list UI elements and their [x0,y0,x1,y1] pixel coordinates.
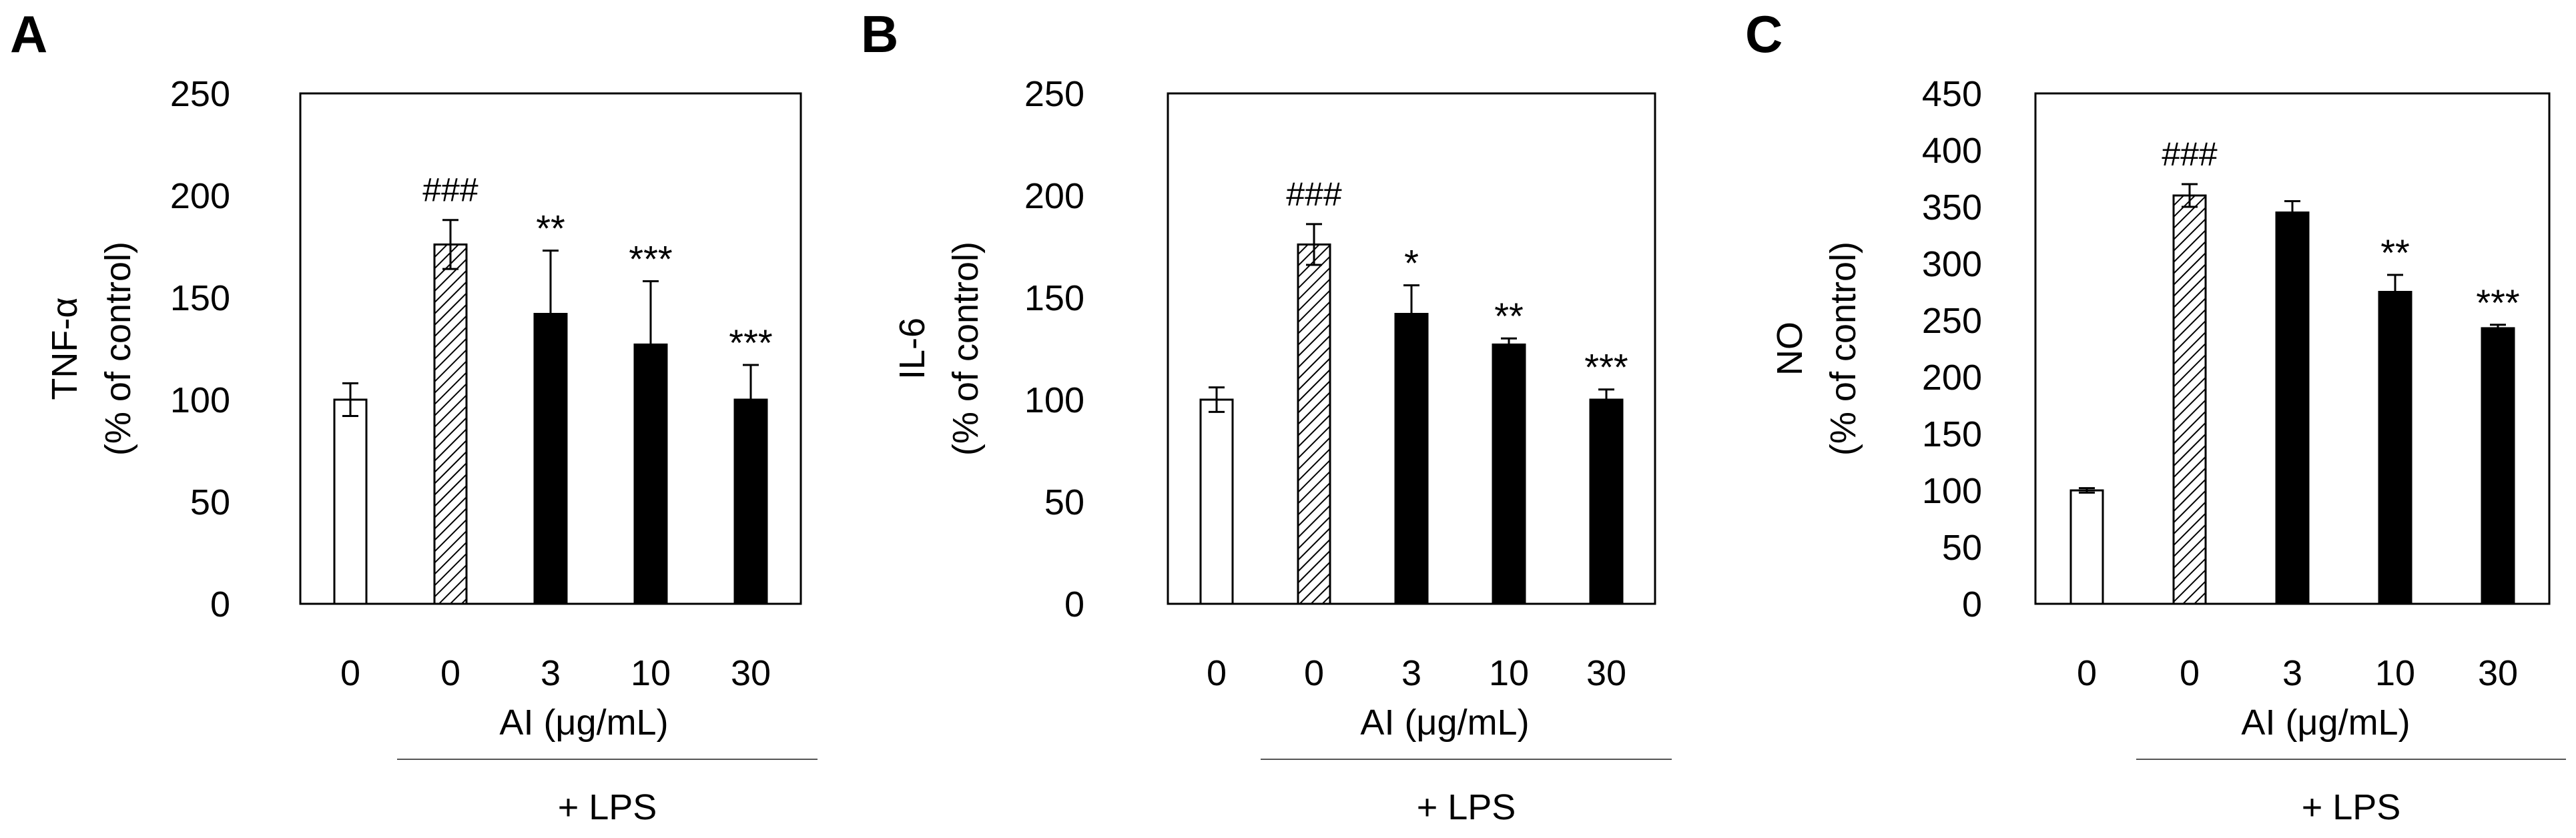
x-tick-label: 0 [1207,653,1227,693]
y-axis-label: IL-6 [892,318,932,380]
chart-panel-b: B 0 50 100 150 200 250 IL-6 (% of control) 0 ### 0 *… [861,5,1672,827]
x-tick-label: 3 [2282,653,2302,693]
x-tick-label: 30 [2478,653,2518,693]
significance-label: *** [729,322,772,364]
significance-label: ** [2380,232,2410,274]
bar [2069,489,2104,605]
y-tick-label: 150 [170,278,230,318]
y-tick-label: 50 [190,482,230,522]
bar [333,398,368,605]
significance-label: ### [1286,175,1342,213]
x-tick-label: 0 [340,653,360,693]
y-axis-label: TNF-α [45,297,85,400]
y-tick-label: 0 [210,584,230,624]
y-tick-label: 200 [170,176,230,216]
y-tick-label: 450 [1922,74,1982,114]
y-tick-label: 250 [170,74,230,114]
chart-panel-a: A 0 50 100 150 200 250 TNF-α (% of control) 0 ### 0… [10,5,818,827]
bar [1492,343,1526,605]
y-axis-label-unit: (% of control) [98,242,138,456]
y-tick-label: 300 [1922,244,1982,284]
y-tick-label: 100 [170,380,230,420]
x-tick-label: 3 [1401,653,1421,693]
significance-label: ** [536,207,565,250]
bar [433,243,468,605]
panel-label: C [1745,5,1783,63]
significance-label: * [1404,242,1419,284]
bar [2172,194,2207,605]
bar [2378,291,2412,605]
x-tick-label: 10 [2375,653,2415,693]
x-tick-label: 0 [2077,653,2097,693]
x-axis-label: AI (μg/mL) [2241,703,2410,743]
significance-label: *** [629,238,672,280]
lps-group-label: + LPS [558,787,657,827]
y-axis-label-unit: (% of control) [1823,242,1863,456]
y-tick-label: 200 [1024,176,1084,216]
y-tick-label: 250 [1024,74,1084,114]
y-tick-label: 0 [1064,584,1084,624]
y-tick-label: 50 [1044,482,1084,522]
panel-label: B [861,5,898,63]
x-tick-label: 0 [1304,653,1324,693]
bar [1394,312,1429,605]
x-tick-label: 0 [2180,653,2200,693]
lps-group-label: + LPS [2302,787,2401,827]
x-tick-label: 10 [631,653,671,693]
bar [2275,212,2310,605]
x-tick-label: 3 [541,653,561,693]
y-tick-label: 150 [1922,414,1982,454]
x-tick-label: 10 [1489,653,1529,693]
significance-label: ### [2162,135,2218,173]
significance-label: ### [422,171,478,209]
bar [2481,327,2515,605]
y-tick-label: 400 [1922,131,1982,171]
y-tick-label: 50 [1942,528,1982,568]
bar [1297,243,1331,605]
y-tick-label: 200 [1922,358,1982,398]
y-axis-label: NO [1770,322,1810,376]
x-tick-label: 0 [440,653,460,693]
significance-label: *** [2476,282,2519,324]
y-axis-label-unit: (% of control) [946,242,986,456]
y-tick-label: 150 [1024,278,1084,318]
significance-label: *** [1584,346,1628,388]
x-tick-label: 30 [1586,653,1626,693]
bar [1199,398,1234,605]
panel-label: A [10,5,47,63]
y-tick-label: 0 [1962,584,1982,624]
x-axis-label: AI (μg/mL) [1360,703,1529,743]
y-tick-label: 100 [1922,471,1982,511]
y-tick-label: 100 [1024,380,1084,420]
lps-group-label: + LPS [1417,787,1516,827]
x-axis-label: AI (μg/mL) [499,703,668,743]
x-tick-label: 30 [731,653,771,693]
significance-label: ** [1494,295,1524,337]
y-tick-label: 250 [1922,301,1982,341]
y-tick-label: 350 [1922,187,1982,228]
bar [1589,398,1624,605]
